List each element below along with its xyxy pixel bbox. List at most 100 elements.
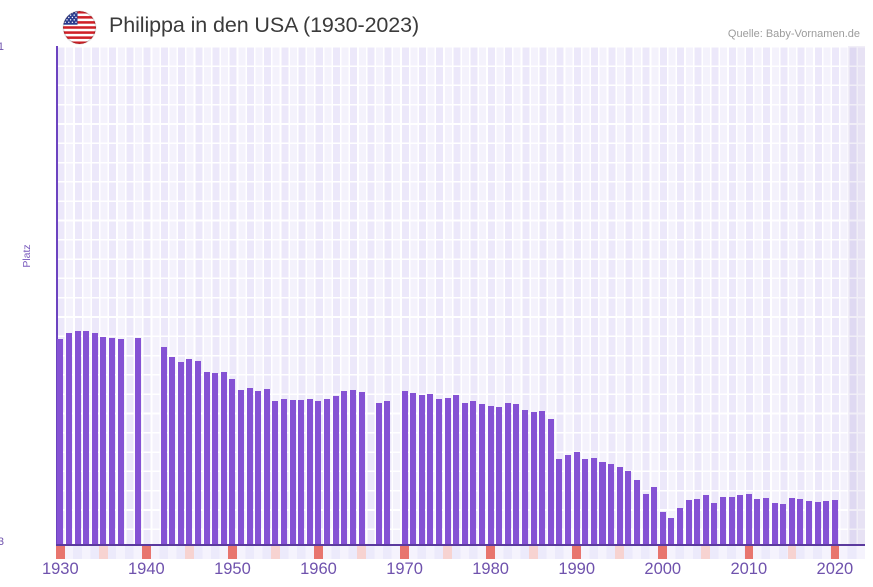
bar[interactable] — [599, 462, 606, 546]
bar[interactable] — [496, 407, 503, 546]
bar[interactable] — [470, 401, 477, 546]
bar[interactable] — [556, 459, 563, 546]
bar[interactable] — [212, 373, 219, 546]
us-flag-icon — [63, 11, 96, 44]
bar[interactable] — [246, 388, 253, 546]
bar[interactable] — [522, 410, 529, 546]
bar[interactable] — [539, 411, 546, 546]
bar[interactable] — [453, 395, 460, 546]
bar[interactable] — [797, 499, 804, 546]
bar[interactable] — [711, 503, 718, 546]
bar[interactable] — [289, 400, 296, 546]
year-marker — [744, 546, 754, 559]
bar[interactable] — [565, 455, 572, 546]
bar[interactable] — [547, 419, 554, 546]
bar[interactable] — [745, 494, 752, 546]
bar[interactable] — [625, 471, 632, 546]
bar[interactable] — [487, 406, 494, 546]
bar[interactable] — [83, 331, 90, 546]
bar[interactable] — [324, 399, 331, 546]
bar[interactable] — [375, 403, 382, 546]
bar[interactable] — [186, 359, 193, 546]
bar[interactable] — [659, 512, 666, 546]
year-marker — [271, 546, 280, 559]
bar[interactable] — [298, 400, 305, 546]
bar[interactable] — [74, 331, 81, 546]
bar[interactable] — [435, 399, 442, 546]
year-marker — [701, 546, 711, 559]
bar[interactable] — [315, 401, 322, 546]
bar[interactable] — [358, 392, 365, 546]
bar[interactable] — [702, 495, 709, 546]
bar[interactable] — [427, 394, 434, 546]
bar[interactable] — [806, 501, 813, 546]
bar[interactable] — [203, 372, 210, 546]
bar[interactable] — [384, 401, 391, 546]
bar[interactable] — [238, 390, 245, 546]
bar[interactable] — [418, 395, 425, 546]
bar[interactable] — [100, 337, 107, 546]
bar[interactable] — [349, 390, 356, 546]
bar[interactable] — [780, 504, 787, 546]
bar[interactable] — [263, 389, 270, 546]
bar[interactable] — [788, 498, 795, 546]
year-marker — [99, 546, 108, 559]
bar[interactable] — [694, 499, 701, 546]
bar[interactable] — [616, 467, 623, 546]
bar[interactable] — [410, 393, 417, 546]
x-axis-tick-label: 1930 — [41, 560, 79, 578]
bar[interactable] — [530, 412, 537, 546]
bar[interactable] — [754, 499, 761, 546]
bar[interactable] — [272, 401, 279, 546]
bar[interactable] — [582, 459, 589, 546]
bar[interactable] — [281, 399, 288, 546]
bar[interactable] — [194, 361, 201, 546]
bar[interactable] — [479, 404, 486, 546]
bar[interactable] — [108, 338, 115, 546]
bar[interactable] — [823, 501, 830, 546]
x-axis-tick-label: 2010 — [730, 560, 768, 578]
bar[interactable] — [737, 495, 744, 546]
bar[interactable] — [719, 497, 726, 546]
bar[interactable] — [255, 391, 262, 546]
bar[interactable] — [177, 362, 184, 546]
source-attribution: Quelle: Baby-Vornamen.de — [727, 28, 860, 40]
bar[interactable] — [763, 498, 770, 546]
bar[interactable] — [444, 398, 451, 546]
bar[interactable] — [814, 502, 821, 546]
bar[interactable] — [651, 487, 658, 546]
x-axis-tick-label: 1940 — [128, 560, 165, 578]
bar[interactable] — [668, 518, 675, 546]
bar[interactable] — [590, 458, 597, 546]
bar[interactable] — [169, 357, 176, 546]
bar[interactable] — [461, 403, 468, 546]
bar[interactable] — [220, 372, 227, 546]
bar[interactable] — [831, 500, 838, 546]
year-marker — [615, 546, 624, 559]
bar[interactable] — [608, 464, 615, 546]
bar[interactable] — [160, 347, 167, 546]
bar[interactable] — [513, 404, 520, 546]
bar[interactable] — [642, 494, 649, 546]
bar[interactable] — [91, 333, 98, 546]
year-marker — [572, 546, 581, 559]
bar[interactable] — [117, 339, 124, 546]
bar[interactable] — [676, 508, 683, 546]
x-axis-tick-label: 1990 — [558, 560, 596, 578]
bar[interactable] — [65, 333, 72, 546]
bar[interactable] — [771, 503, 778, 546]
bar[interactable] — [633, 480, 640, 546]
bar[interactable] — [401, 391, 408, 546]
bar[interactable] — [306, 399, 313, 546]
bar[interactable] — [504, 403, 511, 546]
bar[interactable] — [685, 500, 692, 546]
bar[interactable] — [573, 452, 580, 546]
bar[interactable] — [134, 338, 141, 546]
bar[interactable] — [341, 391, 348, 546]
x-axis-tick-label: 1970 — [386, 560, 423, 578]
bar[interactable] — [57, 339, 64, 546]
bar[interactable] — [229, 379, 236, 546]
bar[interactable] — [728, 497, 735, 546]
bar[interactable] — [332, 396, 339, 546]
